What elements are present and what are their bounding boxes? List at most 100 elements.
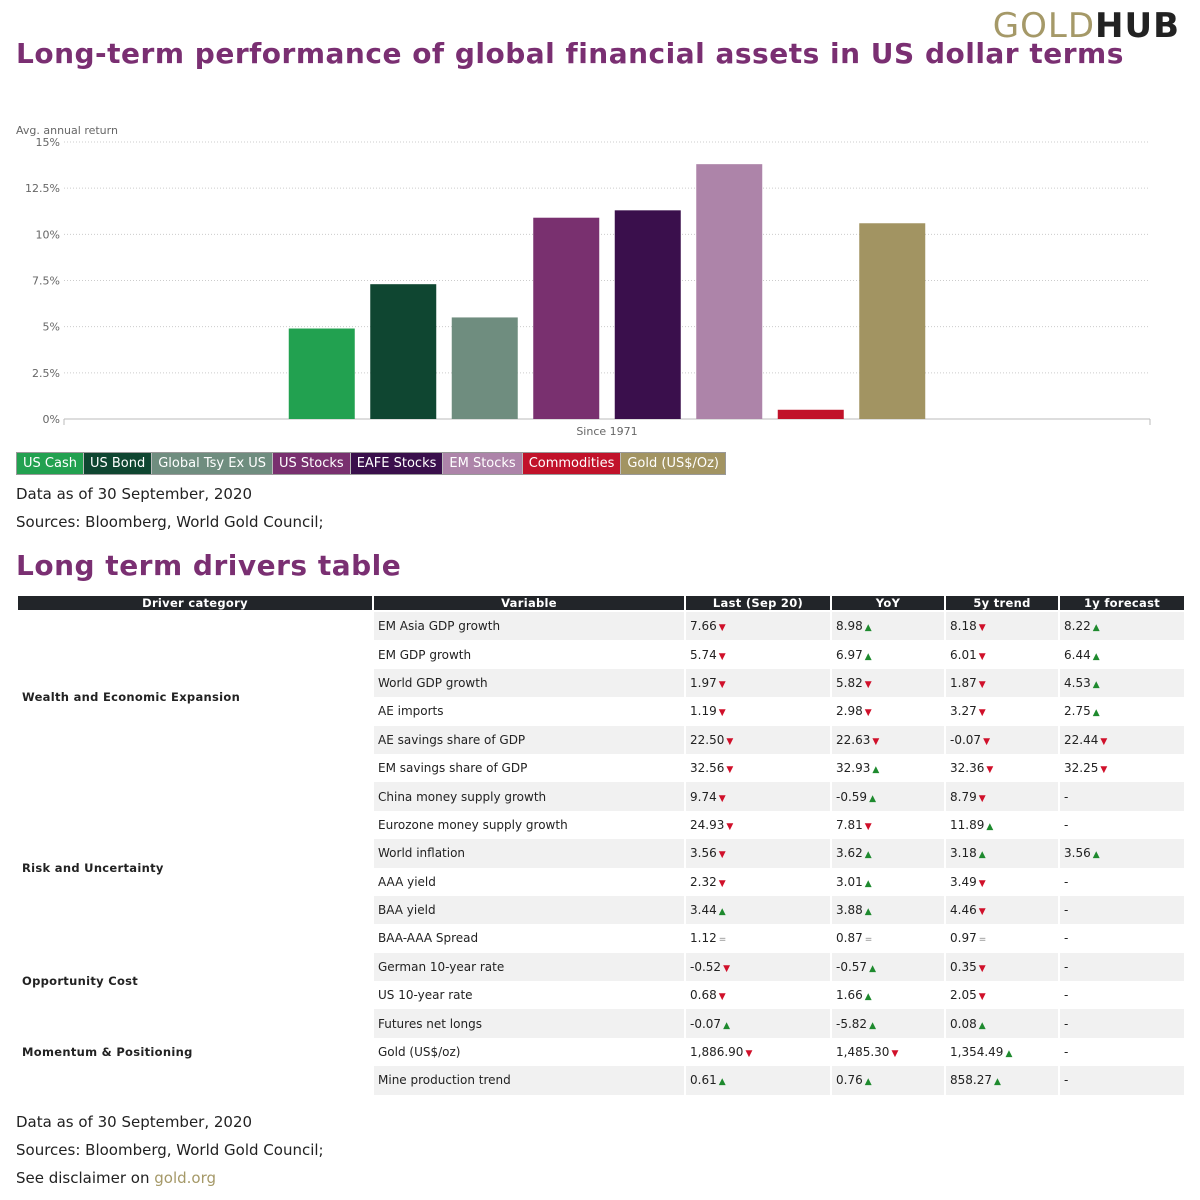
down-arrow-icon: ▼ [891,1049,899,1060]
last-cell-value: 9.74 [690,789,717,804]
trend-cell-value: 3.18 [950,846,977,861]
down-arrow-icon: ▼ [978,878,986,889]
yoy-cell-value: -5.82 [836,1016,868,1031]
trend-cell: 11.89 ▲ [946,811,1058,839]
last-cell-value: 24.93 [690,817,725,832]
table-header-row: Driver category Variable Last (Sep 20) YoY 5… [18,596,1184,612]
table-row: Risk and Uncertainty China money supply g… [18,782,1184,953]
down-arrow-icon: ▼ [978,992,986,1003]
forecast-cell-value: - [1064,903,1069,918]
chart-sources: Sources: Bloomberg, World Gold Council; [16,513,324,531]
trend-cell-value: 0.08 [950,1016,977,1031]
variable-name: AE savings share of GDP [374,725,684,754]
legend-item[interactable]: US Bond [83,453,153,474]
forecast-cell: - [1060,952,1184,982]
down-arrow-icon: ▼ [723,963,730,974]
up-arrow-icon: ▲ [994,1077,1001,1088]
yoy-cell-value: 5.82 [836,675,863,690]
legend-item[interactable]: Gold (US$/Oz) [621,453,726,474]
variable-name: EM Asia GDP growth [374,612,684,641]
forecast-cell: 32.25 ▼ [1060,754,1184,782]
down-arrow-icon: ▼ [872,736,880,747]
trend-cell-value: 11.89 [950,817,985,832]
y-tick-label: 7.5% [32,275,60,288]
equal-icon: = [718,935,727,946]
last-cell: 0.68 ▼ [686,981,830,1009]
forecast-cell-value: 4.53 [1064,675,1091,690]
forecast-cell-value: 8.22 [1064,619,1091,634]
down-arrow-icon: ▼ [718,651,726,662]
trend-cell-value: 4.46 [950,903,977,918]
down-arrow-icon: ▼ [718,679,726,690]
yoy-cell-value: 32.93 [836,761,871,776]
up-arrow-icon: ▲ [1005,1049,1013,1060]
table-row: World GDP growth 1.97 ▼ 5.82 ▼ 1.87 ▼ 4.53 ▲ [18,668,1184,698]
forecast-cell-value: - [1064,817,1069,832]
goldhub-logo[interactable]: GOLDHUB [993,8,1180,44]
trend-cell: 0.08 ▲ [946,1009,1058,1038]
trend-cell-value: 3.49 [950,874,977,889]
equal-icon: = [864,935,873,946]
up-arrow-icon: ▲ [1092,708,1100,719]
trend-cell: 0.35 ▼ [946,952,1058,982]
yoy-cell: 3.62 ▲ [832,839,944,868]
variable-name: AAA yield [378,874,436,889]
last-cell-value: -0.52 [690,959,722,974]
trend-cell: 4.46 ▼ [946,895,1058,925]
up-arrow-icon: ▲ [864,623,872,634]
variable-name: EM GDP growth [378,647,472,662]
legend-item[interactable]: EAFE Stocks [350,453,444,474]
yoy-cell-value: 7.81 [836,817,863,832]
yoy-cell-value: -0.57 [836,959,868,974]
variable-name: China money supply growth [374,782,684,811]
legend-item[interactable]: US Cash [17,453,84,474]
forecast-cell: - [1060,981,1184,1009]
trend-cell-value: 8.18 [950,619,977,634]
bar-us-bond [370,284,437,419]
bar-chart: Avg. annual return 0% 2.5% 5% 7.5% 10% 12.5% 15… [0,120,1200,450]
legend-item[interactable]: EM Stocks [443,453,523,474]
gold-org-link[interactable]: gold.org [154,1169,217,1187]
trend-cell: 3.49 ▼ [946,868,1058,896]
trend-cell: 6.01 ▼ [946,640,1058,668]
last-cell-value: 1,886.90 [690,1045,744,1060]
yoy-cell-value: 3.01 [836,874,863,889]
down-arrow-icon: ▼ [726,736,734,747]
down-arrow-icon: ▼ [745,1049,753,1060]
forecast-cell-value: - [1064,874,1069,889]
legend-item[interactable]: Commodities [522,453,622,474]
forecast-cell: - [1060,1038,1184,1066]
variable-name: BAA-AAA Spread [378,931,479,946]
yoy-cell: -0.59 ▲ [832,782,944,811]
column-header: YoY [832,596,944,612]
down-arrow-icon: ▼ [978,793,986,804]
variable-name: BAA yield [374,895,684,925]
up-arrow-icon: ▲ [978,850,986,861]
forecast-cell-value: - [1064,959,1069,974]
down-arrow-icon: ▼ [978,963,986,974]
yoy-cell: 6.97 ▲ [832,640,944,668]
bar-chart-svg: Avg. annual return 0% 2.5% 5% 7.5% 10% 12.5% 15… [16,124,1151,438]
forecast-cell: 22.44 ▼ [1060,725,1184,754]
variable-name: Futures net longs [374,1009,684,1038]
yoy-cell-value: 0.76 [836,1073,863,1088]
driver-category: Risk and Uncertainty [18,782,372,953]
forecast-cell: 6.44 ▲ [1060,640,1184,668]
trend-cell: 8.79 ▼ [946,782,1058,811]
bar-us-stocks [533,217,600,419]
forecast-cell: - [1060,924,1184,952]
table-row: World inflation 3.56 ▼ 3.62 ▲ 3.18 ▲ 3.56 ▲ [18,839,1184,868]
down-arrow-icon: ▼ [864,821,872,832]
up-arrow-icon: ▲ [869,1020,876,1031]
yoy-cell-value: 3.88 [836,903,863,918]
bar-eafe-stocks [614,210,681,419]
legend-item[interactable]: US Stocks [273,453,351,474]
trend-cell: 2.05 ▼ [946,981,1058,1009]
last-cell-value: 0.61 [690,1073,717,1088]
up-arrow-icon: ▲ [864,1077,872,1088]
forecast-cell: - [1060,782,1184,811]
table-row: Gold (US$/oz) 1,886.90 ▼ 1,485.30 ▼ 1,354.49 ▲… [18,1038,1184,1066]
trend-cell-value: 858.27 [950,1073,992,1088]
yoy-cell: 32.93 ▲ [832,754,944,782]
legend-item[interactable]: Global Tsy Ex US [152,453,274,474]
